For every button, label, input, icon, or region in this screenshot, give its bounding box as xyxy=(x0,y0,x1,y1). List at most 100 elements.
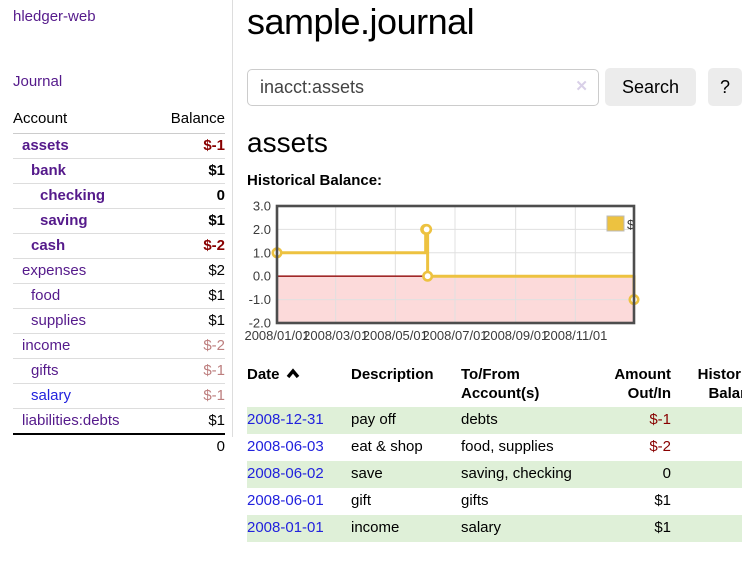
accounts-header-balance: Balance xyxy=(153,108,225,134)
transaction-date-link[interactable]: 2008-06-01 xyxy=(247,492,324,509)
account-balance: $1 xyxy=(153,208,225,234)
brand-link[interactable]: hledger-web xyxy=(13,8,96,25)
column-label: Historical Balance xyxy=(697,366,742,402)
register-description: gift xyxy=(351,492,372,509)
sidebar: hledger-web Journal Account Balance asse… xyxy=(0,0,232,459)
clear-search-icon[interactable]: ✕ xyxy=(575,77,588,95)
y-tick-label: 1.0 xyxy=(253,245,271,260)
register-date-cell: 2008-06-02 xyxy=(247,461,351,488)
search-input[interactable] xyxy=(247,68,599,106)
column-label: Description xyxy=(351,366,434,383)
y-tick-label: -2.0 xyxy=(249,316,271,331)
sidebar-account-link[interactable]: bank xyxy=(31,162,67,179)
transaction-date-link[interactable]: 2008-01-01 xyxy=(247,519,324,536)
accounts-table: Account Balance assets $-1 bank $1 checking 0… xyxy=(13,108,225,459)
data-point-marker xyxy=(422,270,434,282)
sidebar-account-link[interactable]: cash xyxy=(31,237,66,254)
sort-ascending-icon xyxy=(286,368,299,379)
y-tick-label: 3.0 xyxy=(253,199,271,214)
register-amount: $1 xyxy=(654,519,671,536)
account-row: salary $-1 xyxy=(13,383,225,409)
register-date-cell: 2008-12-31 xyxy=(247,407,351,434)
register-header-row: Date Description To/From Account(s) Amount … xyxy=(247,365,742,407)
register-date-cell: 2008-06-03 xyxy=(247,434,351,461)
sidebar-account-link[interactable]: expenses xyxy=(22,262,87,279)
register-date-cell: 2008-01-01 xyxy=(247,515,351,542)
register-description: income xyxy=(351,519,400,536)
register-accounts: salary xyxy=(461,519,502,536)
x-tick-label: 2008/07/01 xyxy=(422,328,487,343)
x-tick-label: 2008/03/01 xyxy=(303,328,368,343)
register-description: save xyxy=(351,465,383,482)
sidebar-account-link[interactable]: food xyxy=(31,287,61,304)
column-label: To/From Account(s) xyxy=(461,366,540,402)
nav-journal-link[interactable]: Journal xyxy=(13,73,63,90)
register-table: Date Description To/From Account(s) Amount … xyxy=(247,365,742,542)
account-row: income $-2 xyxy=(13,333,225,359)
transaction-date-link[interactable]: 2008-06-02 xyxy=(247,465,324,482)
sidebar-account-link[interactable]: saving xyxy=(40,212,88,229)
register-row: 2008-06-01 gift gifts $1 $2 xyxy=(247,488,742,515)
account-balance: $-2 xyxy=(153,333,225,359)
register-amount: $-2 xyxy=(649,438,671,455)
account-row: checking 0 xyxy=(13,183,225,209)
register-col-date[interactable]: Date xyxy=(247,365,351,407)
chart-heading: Historical Balance: xyxy=(247,172,383,189)
y-tick-label: -1.0 xyxy=(249,292,271,307)
data-point-marker xyxy=(421,223,433,235)
brand: hledger-web xyxy=(13,8,232,26)
register-row: 2008-06-03 eat & shop food, supplies $-2 0 xyxy=(247,434,742,461)
search-form: ✕ Search ? xyxy=(247,68,742,106)
x-tick-label: 2008/11/01 xyxy=(543,328,607,343)
account-heading: assets xyxy=(247,127,328,158)
register-accounts: food, supplies xyxy=(461,438,554,455)
account-row: bank $1 xyxy=(13,158,225,184)
account-balance: $1 xyxy=(153,308,225,334)
sidebar-account-link[interactable]: income xyxy=(22,337,71,354)
account-row: cash $-2 xyxy=(13,233,225,259)
search-button[interactable]: Search xyxy=(604,68,696,106)
accounts-total-balance: 0 xyxy=(153,433,225,459)
transaction-date-link[interactable]: 2008-06-03 xyxy=(247,438,324,455)
account-row: gifts $-1 xyxy=(13,358,225,384)
sidebar-divider xyxy=(232,0,233,437)
sidebar-account-link[interactable]: liabilities:debts xyxy=(22,412,120,429)
register-balance: $2 xyxy=(677,461,742,488)
balance-chart: $3.0 2.0 1.0 0.0 -1.0 -2.02008/01/012008/03/0… xyxy=(244,199,640,343)
account-row: saving $1 xyxy=(13,208,225,234)
register-description: pay off xyxy=(351,411,396,428)
help-button[interactable]: ? xyxy=(707,68,742,106)
register-accounts: gifts xyxy=(461,492,489,509)
y-tick-label: 0.0 xyxy=(253,269,271,284)
accounts-total-row: 0 xyxy=(13,433,225,459)
account-balance: $-1 xyxy=(153,383,225,409)
register-amount: $1 xyxy=(654,492,671,509)
account-row: assets $-1 xyxy=(13,133,225,159)
column-label: Date xyxy=(247,366,280,383)
register-row: 2008-12-31 pay off debts $-1 $-1 xyxy=(247,407,742,434)
chart-border xyxy=(275,204,636,325)
account-balance: $1 xyxy=(153,408,225,435)
sidebar-account-link[interactable]: supplies xyxy=(31,312,87,329)
main-content: sample.journal ✕ Search ? assets Histori… xyxy=(244,0,742,542)
register-accounts: saving, checking xyxy=(461,465,572,482)
register-amount: $-1 xyxy=(649,411,671,428)
transaction-date-link[interactable]: 2008-12-31 xyxy=(247,411,324,428)
accounts-header-account: Account xyxy=(13,108,154,134)
account-row: supplies $1 xyxy=(13,308,225,334)
accounts-table-body: assets $-1 bank $1 checking 0 saving $1 cash $-2 e… xyxy=(13,133,225,435)
legend-swatch xyxy=(606,215,625,232)
search-input-wrap: ✕ xyxy=(247,68,599,106)
account-row: liabilities:debts $1 xyxy=(13,408,225,435)
account-balance: $1 xyxy=(153,283,225,309)
sidebar-account-link[interactable]: assets xyxy=(22,137,69,154)
register-row: 2008-01-01 income salary $1 $1 xyxy=(247,515,742,542)
sidebar-account-link[interactable]: checking xyxy=(40,187,106,204)
sidebar-account-link[interactable]: salary xyxy=(31,387,72,404)
register-col-amount-out-in: Amount Out/In xyxy=(583,365,677,407)
register-date-cell: 2008-06-01 xyxy=(247,488,351,515)
register-body: 2008-12-31 pay off debts $-1 $-1 2008-06-03 ea… xyxy=(247,407,742,542)
sidebar-account-link[interactable]: gifts xyxy=(31,362,59,379)
column-label: Amount Out/In xyxy=(614,366,671,402)
account-balance: $-1 xyxy=(153,358,225,384)
